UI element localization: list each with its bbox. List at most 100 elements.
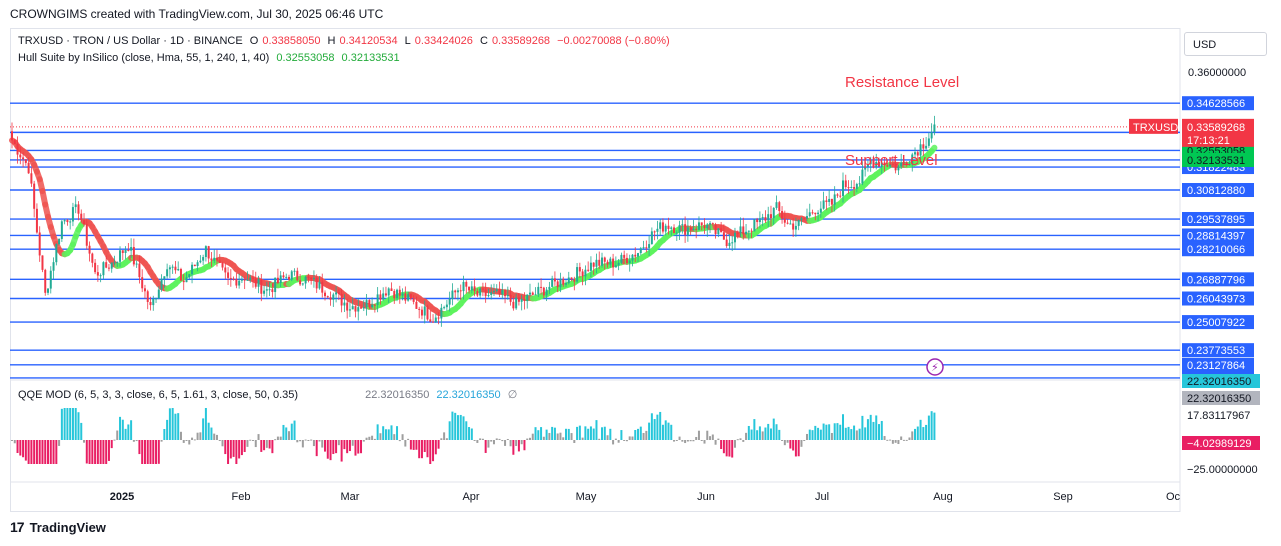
qqe-histogram-bar <box>465 421 468 440</box>
candle-up <box>551 278 554 287</box>
candle-down <box>85 224 88 246</box>
qqe-histogram-bar <box>642 432 645 440</box>
qqe-histogram-bar <box>182 440 185 443</box>
qqe-histogram-bar <box>224 440 227 455</box>
candle-down <box>437 317 440 319</box>
candle-up <box>290 271 293 280</box>
qqe-histogram-bar <box>437 440 440 449</box>
candle-up <box>833 194 836 205</box>
qqe-histogram-bar <box>490 440 493 442</box>
qqe-histogram-bar <box>462 416 465 440</box>
qqe-histogram-bar <box>415 440 418 450</box>
candle-up <box>631 254 634 261</box>
qqe-histogram-bar <box>382 426 385 440</box>
time-axis-label: Jun <box>697 491 715 503</box>
qqe-histogram-bar <box>869 414 872 440</box>
candle-up <box>869 160 872 165</box>
candle-up <box>470 286 473 291</box>
candle-down <box>498 289 501 295</box>
qqe-histogram-bar <box>346 440 349 454</box>
qqe-value-1: 22.32016350 <box>365 389 430 401</box>
qqe-histogram-bar <box>833 423 836 440</box>
qqe-histogram-bar <box>733 440 736 448</box>
candle-up <box>650 231 653 245</box>
candle-up <box>858 183 861 185</box>
countdown-text: 17:13:21 <box>1187 135 1230 147</box>
candle-up <box>520 298 523 302</box>
qqe-histogram-bar <box>523 440 526 451</box>
qqe-histogram-bar <box>240 440 243 456</box>
candle-down <box>634 254 637 257</box>
qqe-histogram-bar <box>603 426 606 440</box>
candle-up <box>335 292 338 295</box>
qqe-histogram-bar <box>324 440 327 452</box>
qqe-histogram-bar <box>409 440 412 450</box>
candle-down <box>570 277 573 280</box>
qqe-histogram-bar <box>429 440 432 464</box>
candle-up <box>656 228 659 232</box>
candle-down <box>886 165 889 167</box>
qqe-histogram-bar <box>578 425 581 440</box>
qqe-histogram-bar <box>49 440 52 464</box>
candle-up <box>163 276 166 279</box>
candle-down <box>260 279 263 294</box>
open-label: O <box>249 35 259 47</box>
candle-down <box>894 164 897 171</box>
qqe-histogram-bar <box>767 423 770 440</box>
candle-up <box>664 225 667 232</box>
candle-up <box>686 227 689 235</box>
time-axis-label: Feb <box>232 491 251 503</box>
qqe-histogram-bar <box>83 440 86 443</box>
symbol-price-tag-text: TRXUSD <box>1133 122 1178 134</box>
qqe-histogram-bar <box>423 440 426 453</box>
qqe-histogram-bar <box>271 440 274 454</box>
candle-up <box>58 238 61 245</box>
qqe-histogram-bar <box>839 424 842 440</box>
candle-up <box>119 250 122 262</box>
candle-up <box>911 154 914 164</box>
candle-down <box>484 289 487 297</box>
candle-down <box>468 286 471 291</box>
qqe-histogram-bar <box>196 432 199 440</box>
footer-brand: 17 TradingView <box>10 519 106 535</box>
candle-down <box>121 250 124 253</box>
candle-down <box>149 301 152 306</box>
candle-down <box>326 296 329 298</box>
candle-up <box>348 309 351 311</box>
candle-down <box>742 226 745 235</box>
candle-up <box>772 207 775 219</box>
candle-down <box>80 213 83 221</box>
candle-down <box>844 180 847 188</box>
candle-up <box>152 298 155 306</box>
chart-credit: CROWNGIMS created with TradingView.com, … <box>10 7 384 21</box>
candle-up <box>99 275 102 277</box>
qqe-histogram-bar <box>509 440 512 447</box>
level-price-tag-text: 0.26887796 <box>1187 274 1245 286</box>
currency-button[interactable]: USD <box>1184 32 1267 56</box>
candle-down <box>922 144 925 149</box>
candle-up <box>925 145 928 149</box>
qqe-histogram-bar <box>398 440 401 442</box>
candle-up <box>601 257 604 266</box>
level-price-tag <box>1182 183 1254 198</box>
qqe-histogram-bar <box>33 440 36 464</box>
qqe-histogram-bar <box>360 440 363 454</box>
candle-down <box>77 204 80 214</box>
qqe-histogram-bar <box>542 436 545 440</box>
candle-down <box>883 162 886 166</box>
qqe-histogram-bar <box>794 440 797 457</box>
qqe-histogram-bar <box>526 438 529 440</box>
qqe-histogram-bar <box>348 440 351 452</box>
candle-up <box>293 270 296 272</box>
candle-up <box>670 227 673 229</box>
candle-up <box>69 221 72 223</box>
qqe-value-2: 22.32016350 <box>436 389 501 401</box>
candle-up <box>866 164 869 167</box>
qqe-histogram-bar <box>368 436 371 440</box>
qqe-histogram-bar <box>637 428 640 440</box>
candle-up <box>861 169 864 184</box>
qqe-histogram-bar <box>85 440 88 464</box>
candle-down <box>504 289 507 297</box>
qqe-histogram-bar <box>930 411 933 440</box>
